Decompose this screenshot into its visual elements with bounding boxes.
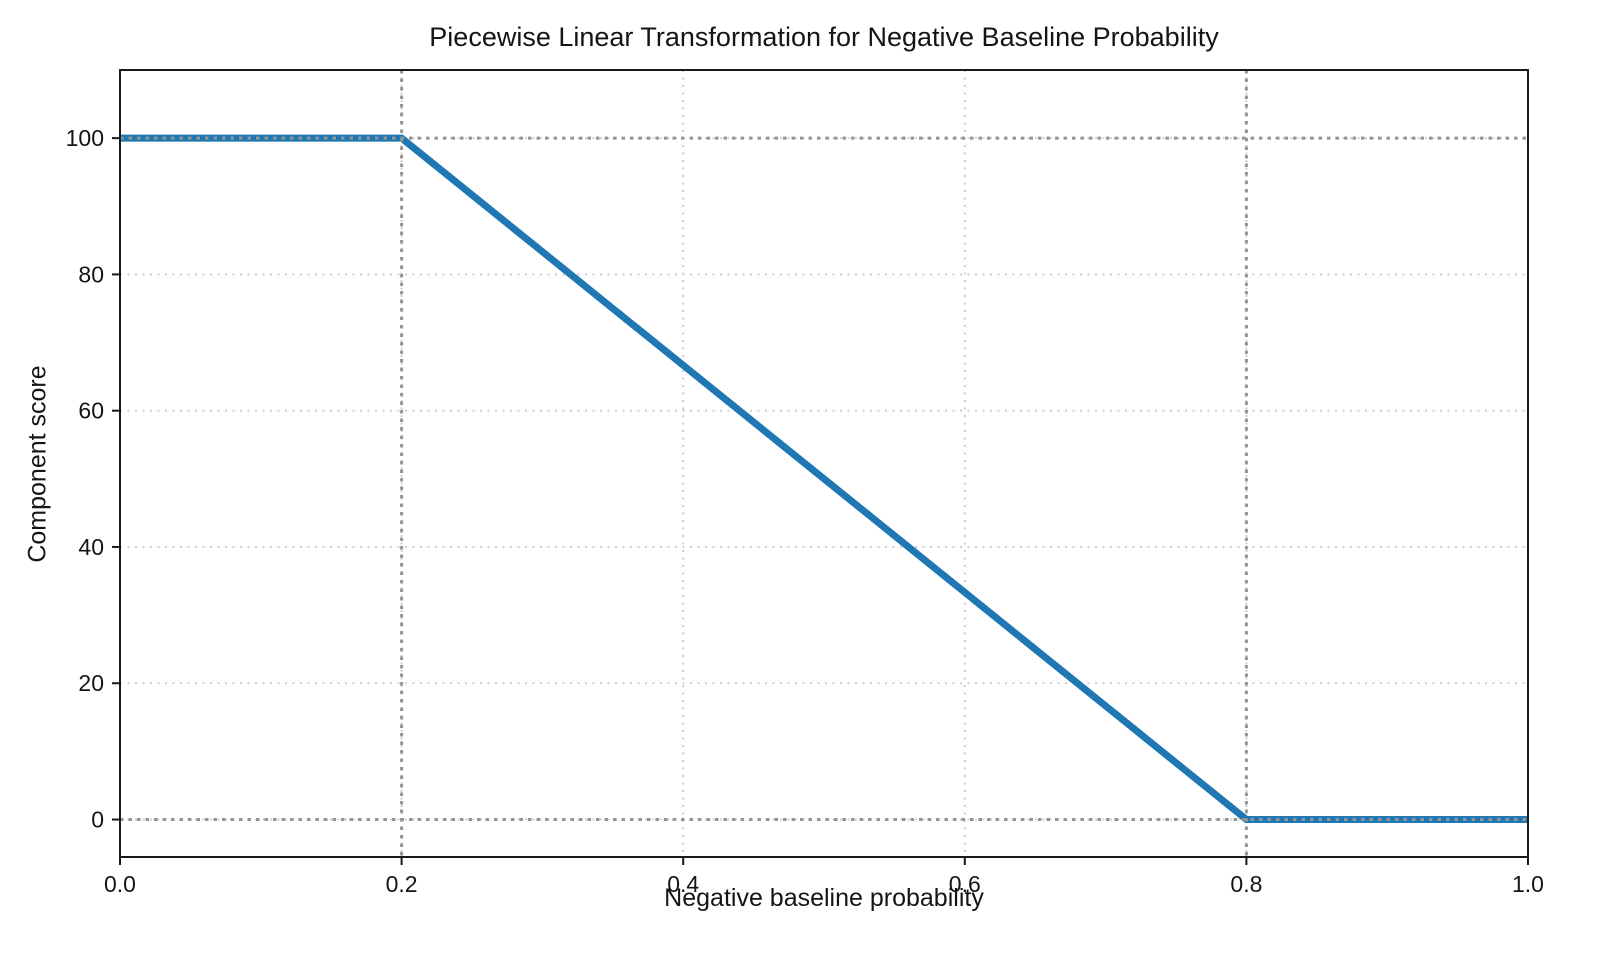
chart-title: Piecewise Linear Transformation for Nega… [429, 22, 1219, 52]
y-tick-label: 0 [91, 807, 104, 833]
y-axis-label: Component score [23, 365, 52, 563]
x-tick-label: 1.0 [1512, 871, 1544, 897]
y-tick-label: 20 [78, 670, 104, 696]
x-tick-label: 0.2 [386, 871, 418, 897]
y-tick-label: 40 [78, 534, 104, 560]
x-tick-label: 0.0 [104, 871, 136, 897]
y-tick-label: 60 [78, 398, 104, 424]
y-tick-label: 100 [66, 125, 104, 151]
x-tick-label: 0.8 [1230, 871, 1262, 897]
series-line-component-score [120, 134, 1528, 824]
x-tick-label: 0.6 [949, 871, 981, 897]
x-axis-label: Negative baseline probability [664, 884, 984, 912]
axes-spines [119, 69, 1529, 858]
x-tick-label: 0.4 [667, 871, 699, 897]
y-tick-label: 80 [78, 261, 104, 287]
